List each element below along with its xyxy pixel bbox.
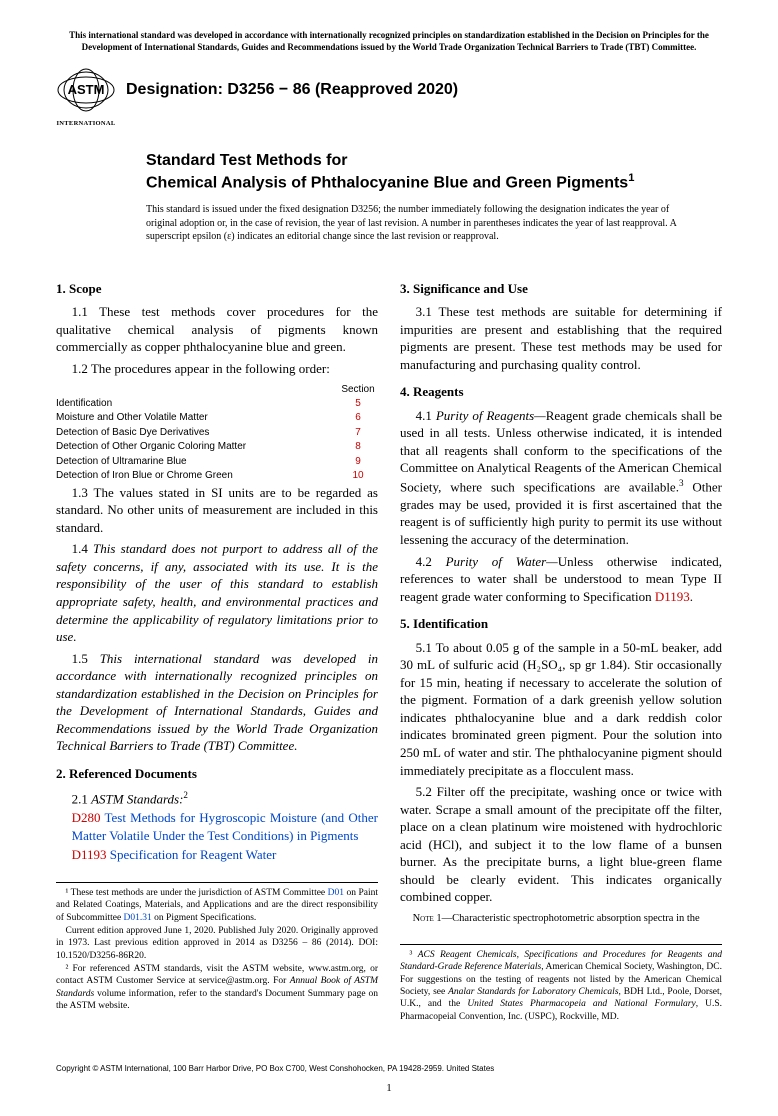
logo-label: INTERNATIONAL <box>56 120 116 129</box>
proc-row: Detection of Basic Dye Derivatives7 <box>56 426 378 441</box>
proc-section-link[interactable]: 5 <box>338 397 378 412</box>
title-block: Standard Test Methods for Chemical Analy… <box>146 151 722 193</box>
para-4-2: 4.2 Purity of Water—Unless otherwise ind… <box>400 553 722 606</box>
ref-code-d280[interactable]: D280 <box>72 810 101 825</box>
ref-d1193: D1193 Specification for Reagent Water <box>56 846 378 864</box>
designation: Designation: D3256 − 86 (Reapproved 2020… <box>126 67 458 101</box>
para-1-3: 1.3 The values stated in SI units are to… <box>56 484 378 537</box>
link-d1193-inline[interactable]: D1193 <box>655 589 690 604</box>
proc-row: Detection of Ultramarine Blue9 <box>56 455 378 470</box>
proc-row: Detection of Other Organic Coloring Matt… <box>56 440 378 455</box>
para-1-1: 1.1 These test methods cover procedures … <box>56 303 378 356</box>
ref-d280: D280 Test Methods for Hygroscopic Moistu… <box>56 809 378 844</box>
section-4-heading: 4. Reagents <box>400 383 722 401</box>
note-1: Note 1—Characteristic spectrophotometric… <box>400 912 722 926</box>
para-5-2: 5.2 Filter off the precipitate, washing … <box>400 783 722 906</box>
proc-row: Detection of Iron Blue or Chrome Green10 <box>56 469 378 484</box>
para-5-1: 5.1 To about 0.05 g of the sample in a 5… <box>400 639 722 779</box>
footnote-1-edition: Current edition approved June 1, 2020. P… <box>56 925 378 962</box>
content-columns: 1. Scope 1.1 These test methods cover pr… <box>56 270 722 1025</box>
proc-section-link[interactable]: 8 <box>338 440 378 455</box>
link-d01[interactable]: D01 <box>328 888 344 898</box>
tbt-notice: This international standard was develope… <box>56 30 722 53</box>
page-number: 1 <box>56 1081 722 1096</box>
para-1-5: 1.5 This international standard was deve… <box>56 650 378 755</box>
copyright-line: Copyright © ASTM International, 100 Barr… <box>56 1064 722 1075</box>
proc-row: Identification5 <box>56 397 378 412</box>
para-3-1: 3.1 These test methods are suitable for … <box>400 303 722 373</box>
section-3-heading: 3. Significance and Use <box>400 280 722 298</box>
proc-row: Moisture and Other Volatile Matter6 <box>56 411 378 426</box>
proc-table: Identification5Moisture and Other Volati… <box>56 397 378 484</box>
footnotes-right: ³ ACS Reagent Chemicals, Specifications … <box>400 944 722 1023</box>
ref-title-d280[interactable]: Test Methods for Hygroscopic Moisture (a… <box>72 810 378 843</box>
footnote-3: ³ ACS Reagent Chemicals, Specifications … <box>400 949 722 1023</box>
proc-section-link[interactable]: 7 <box>338 426 378 441</box>
para-4-1: 4.1 Purity of Reagents—Reagent grade che… <box>400 407 722 549</box>
title-main: Chemical Analysis of Phthalocyanine Blue… <box>146 171 722 193</box>
svg-text:ASTM: ASTM <box>68 82 105 97</box>
astm-logo: ASTM INTERNATIONAL <box>56 67 116 128</box>
issuance-note: This standard is issued under the fixed … <box>146 203 722 244</box>
para-2-1: 2.1 ASTM Standards:2 <box>56 789 378 808</box>
right-column: 3. Significance and Use 3.1 These test m… <box>400 270 722 1025</box>
left-column: 1. Scope 1.1 These test methods cover pr… <box>56 270 378 1025</box>
header-row: ASTM INTERNATIONAL Designation: D3256 − … <box>56 67 722 128</box>
link-d01-31[interactable]: D01.31 <box>124 913 152 923</box>
para-1-4: 1.4 This standard does not purport to ad… <box>56 540 378 645</box>
title-intro: Standard Test Methods for <box>146 151 722 171</box>
footnote-2: ² For referenced ASTM standards, visit t… <box>56 963 378 1012</box>
section-5-heading: 5. Identification <box>400 615 722 633</box>
proc-table-header: Section <box>56 383 378 397</box>
section-1-heading: 1. Scope <box>56 280 378 298</box>
para-1-2: 1.2 The procedures appear in the followi… <box>56 360 378 378</box>
proc-section-link[interactable]: 6 <box>338 411 378 426</box>
section-2-heading: 2. Referenced Documents <box>56 765 378 783</box>
proc-section-link[interactable]: 10 <box>338 469 378 484</box>
footnote-1: ¹ These test methods are under the juris… <box>56 887 378 924</box>
ref-title-d1193[interactable]: Specification for Reagent Water <box>107 847 277 862</box>
proc-section-link[interactable]: 9 <box>338 455 378 470</box>
ref-code-d1193[interactable]: D1193 <box>72 847 107 862</box>
